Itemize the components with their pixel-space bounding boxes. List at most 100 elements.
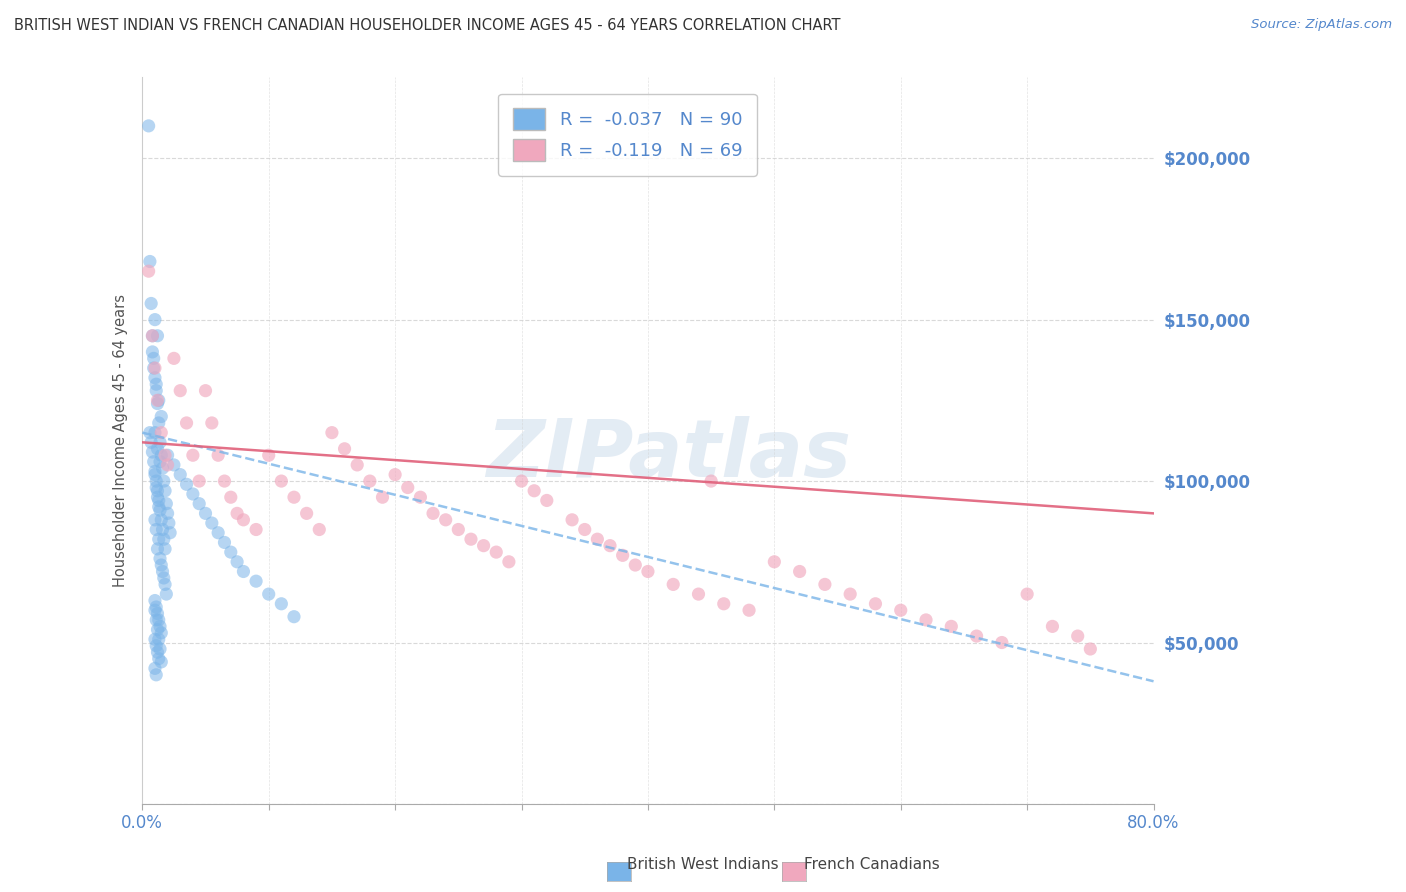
Point — [146, 396, 169, 410]
Point — [138, 264, 160, 278]
Point — [1042, 619, 1064, 633]
Point — [485, 545, 508, 559]
Point — [146, 442, 169, 456]
Point — [214, 474, 236, 488]
Point — [245, 523, 267, 537]
Point — [149, 503, 172, 517]
Point — [839, 587, 862, 601]
Point — [371, 490, 394, 504]
Point — [141, 345, 163, 359]
Text: French Canadians: French Canadians — [804, 857, 939, 872]
Point — [188, 497, 211, 511]
Point — [141, 445, 163, 459]
Point — [157, 516, 180, 530]
Point — [181, 448, 204, 462]
Point — [295, 507, 318, 521]
Point — [163, 458, 186, 472]
Point — [194, 507, 217, 521]
Point — [510, 474, 533, 488]
Point — [141, 328, 163, 343]
Point — [146, 645, 169, 659]
Point — [624, 558, 647, 572]
Point — [143, 467, 166, 482]
Point — [155, 587, 177, 601]
Point — [143, 370, 166, 384]
Point — [789, 565, 811, 579]
Point — [283, 490, 305, 504]
Point — [460, 532, 482, 546]
Point — [149, 551, 172, 566]
Point — [145, 600, 167, 615]
Point — [150, 513, 173, 527]
Point — [146, 328, 169, 343]
Point — [145, 384, 167, 398]
Point — [188, 474, 211, 488]
Point — [176, 416, 198, 430]
Text: BRITISH WEST INDIAN VS FRENCH CANADIAN HOUSEHOLDER INCOME AGES 45 - 64 YEARS COR: BRITISH WEST INDIAN VS FRENCH CANADIAN H… — [14, 18, 841, 33]
Point — [232, 513, 254, 527]
Point — [207, 448, 229, 462]
Point — [991, 635, 1014, 649]
Point — [472, 539, 495, 553]
Point — [890, 603, 912, 617]
Point — [409, 490, 432, 504]
Point — [148, 651, 170, 665]
Point — [146, 393, 169, 408]
Y-axis label: Householder Income Ages 45 - 64 years: Householder Income Ages 45 - 64 years — [114, 294, 128, 587]
Text: ZIPatlas: ZIPatlas — [485, 417, 851, 494]
Point — [270, 597, 292, 611]
Point — [219, 490, 242, 504]
Point — [1067, 629, 1090, 643]
Point — [146, 541, 169, 556]
Point — [176, 477, 198, 491]
Point — [146, 607, 169, 621]
Point — [148, 532, 170, 546]
Point — [257, 587, 280, 601]
Point — [447, 523, 470, 537]
Point — [145, 481, 167, 495]
Point — [688, 587, 710, 601]
Point — [226, 555, 249, 569]
Point — [738, 603, 761, 617]
Point — [153, 577, 176, 591]
Point — [536, 493, 558, 508]
Point — [143, 312, 166, 326]
Point — [152, 565, 174, 579]
Point — [141, 296, 163, 310]
Point — [226, 507, 249, 521]
Point — [148, 632, 170, 647]
Point — [148, 613, 170, 627]
Point — [150, 558, 173, 572]
Point — [637, 565, 659, 579]
Point — [153, 448, 176, 462]
Point — [283, 609, 305, 624]
Point — [145, 639, 167, 653]
Point — [148, 416, 170, 430]
Point — [149, 435, 172, 450]
Point — [156, 458, 179, 472]
Point — [152, 474, 174, 488]
Point — [156, 448, 179, 462]
Point — [333, 442, 356, 456]
Point — [146, 490, 169, 504]
Point — [153, 541, 176, 556]
Point — [181, 487, 204, 501]
Point — [270, 474, 292, 488]
Point — [865, 597, 887, 611]
Point — [143, 513, 166, 527]
Point — [207, 525, 229, 540]
Point — [245, 574, 267, 589]
Point — [139, 254, 162, 268]
Point — [308, 523, 330, 537]
Point — [153, 483, 176, 498]
Point — [498, 555, 520, 569]
Point — [145, 377, 167, 392]
Point — [384, 467, 406, 482]
Point — [150, 625, 173, 640]
Point — [232, 565, 254, 579]
Point — [159, 525, 181, 540]
Point — [396, 481, 419, 495]
Point — [149, 642, 172, 657]
Point — [422, 507, 444, 521]
Point — [763, 555, 786, 569]
